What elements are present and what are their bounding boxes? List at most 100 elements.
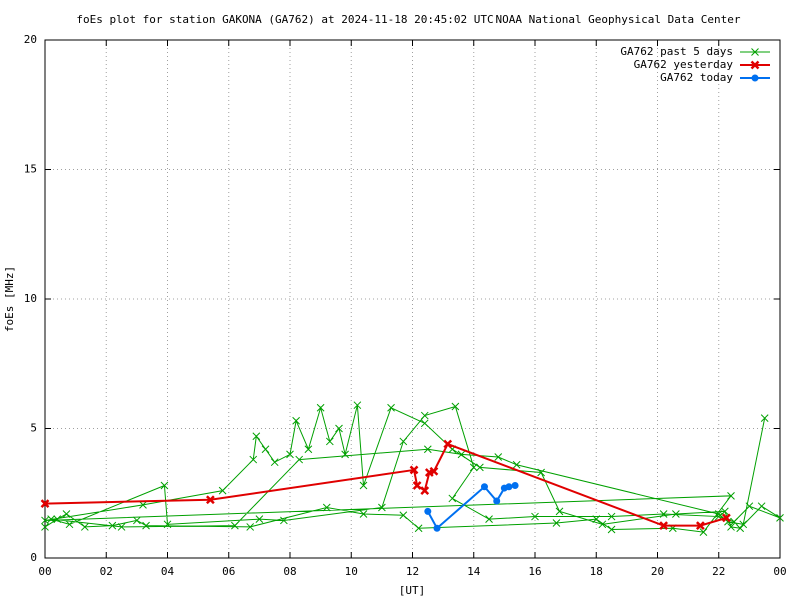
data-point [423,445,432,454]
data-point [420,419,429,428]
data-point [249,455,258,464]
data-point [505,483,513,491]
data-point [292,416,300,425]
data-point [714,510,723,518]
data-point [205,495,215,505]
data-point [65,520,74,529]
data-point [699,528,708,536]
data-point [727,523,735,531]
data-point [457,450,466,459]
data-point [760,414,769,422]
data-point [476,463,484,472]
legend-marker [750,60,760,70]
data-point [47,515,55,524]
x-tick-label: 20 [651,565,664,578]
data-point [246,523,255,531]
data-point [399,511,408,520]
x-tick-label: 00 [773,565,786,578]
plot-border [44,39,781,559]
x-tick-label: 10 [345,565,358,578]
data-point [659,510,668,518]
data-point [409,465,419,475]
data-point [255,515,264,524]
x-tick-label: 04 [161,565,175,578]
data-point [727,491,735,500]
data-point [695,521,705,531]
data-point [485,515,493,524]
data-point [722,513,731,523]
legend-label: GA762 yesterday [634,58,734,71]
chart-title: foEs plot for station GAKONA (GA762) at … [76,13,493,26]
y-tick-label: 5 [30,422,37,435]
chart-subtitle: NOAA National Geophysical Data Center [495,13,740,26]
data-point [341,450,349,459]
data-point [163,520,172,529]
data-point [659,521,669,531]
data-point [252,432,261,441]
data-point [117,523,126,531]
data-point [133,516,141,525]
data-point [537,468,545,477]
data-point [359,481,368,490]
data-point [261,445,270,454]
x-tick-label: 22 [712,565,725,578]
data-point [142,521,150,530]
data-point [531,512,539,521]
x-tick-label: 18 [590,565,603,578]
data-point [672,510,680,518]
data-point [424,507,432,515]
data-point [607,512,616,521]
data-point [494,453,503,461]
data-point [757,502,766,511]
data-point [592,515,601,524]
data-point [451,402,460,411]
y-tick-label: 15 [24,163,37,176]
data-point [41,523,49,531]
data-point [420,486,430,496]
data-point [286,450,294,459]
x-axis-label: [UT] [399,584,426,597]
data-point [53,515,62,524]
data-point [41,516,49,525]
x-tick-label: 14 [467,565,481,578]
data-point [412,481,422,490]
data-point [280,516,288,525]
series-line [426,484,516,530]
legend-marker [751,74,759,82]
x-tick-label: 16 [528,565,541,578]
data-point [480,483,488,491]
data-point [139,501,147,509]
data-point [739,520,748,529]
x-tick-label: 02 [100,565,113,578]
data-point [40,499,50,508]
data-point [512,460,521,469]
data-point [378,503,386,512]
data-point [433,524,441,532]
x-tick-label: 00 [38,565,51,578]
data-point [62,510,71,518]
legend-label: GA762 past 5 days [620,45,733,58]
x-tick-label: 08 [283,565,296,578]
data-point [270,458,279,467]
data-point [325,437,334,446]
data-point [387,403,395,412]
data-point [322,503,331,512]
y-tick-label: 10 [24,292,37,305]
legend-label: GA762 today [660,71,733,84]
data-point [359,510,368,518]
data-point [443,439,453,449]
data-point [218,486,227,495]
y-axis-label: foEs [MHz] [3,266,16,332]
data-point [160,481,169,490]
data-point [414,524,423,533]
data-point [555,507,564,516]
data-point [429,466,439,476]
data-point [448,494,457,503]
data-point [469,463,478,472]
data-point [511,481,519,489]
data-point [231,521,239,530]
data-point [399,437,408,446]
data-point [493,497,501,505]
data-point [730,517,738,526]
